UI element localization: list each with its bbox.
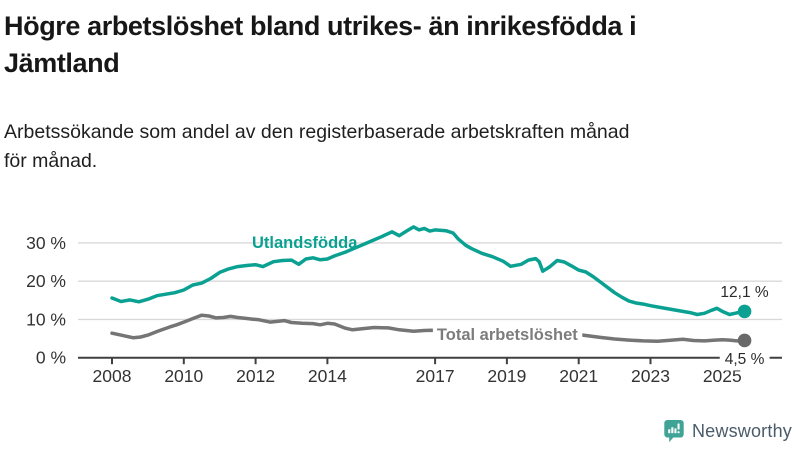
newsworthy-wordmark: Newsworthy <box>691 420 792 441</box>
page-title-line1: Högre arbetslöshet bland utrikes- än inr… <box>4 11 637 41</box>
x-tick-label: 2010 <box>164 366 203 386</box>
page-title: Högre arbetslöshet bland utrikes- än inr… <box>4 8 796 82</box>
x-tick-label: 2008 <box>93 366 132 386</box>
y-tick-label: 30 % <box>26 233 66 253</box>
x-tick-label: 2025 <box>703 366 742 386</box>
series-line-utlandsf-dda <box>110 225 747 317</box>
chart-subtitle-line2: för månad. <box>4 150 98 172</box>
x-tick-label: 2017 <box>416 366 455 386</box>
y-tick-label: 20 % <box>26 271 66 291</box>
label-background <box>719 348 770 371</box>
label-background <box>432 323 583 347</box>
series-end-dot-total-arbetsl-shet <box>737 333 752 348</box>
page-title-line2: Jämtland <box>4 48 120 78</box>
series-line-total-arbetsl-shet <box>110 313 747 343</box>
x-tick-label: 2021 <box>559 366 598 386</box>
y-tick-label: 10 % <box>26 309 66 329</box>
newsworthy-logo: Newsworthy <box>663 418 792 444</box>
x-tick-label: 2019 <box>487 366 526 386</box>
series-label-utlandsf-dda: Utlandsfödda <box>252 234 358 252</box>
series-end-dot-utlandsf-dda <box>737 304 752 319</box>
x-tick-label: 2012 <box>236 366 275 386</box>
chart-subtitle: Arbetssökande som andel av den registerb… <box>4 118 796 176</box>
end-value-label-total-arbetsl-shet: 4,5 % <box>725 351 765 368</box>
series-label-total-arbetsl-shet: Total arbetslöshet <box>437 326 578 344</box>
bar-chart-speech-bubble-icon <box>664 420 684 443</box>
y-tick-label: 0 % <box>36 348 66 368</box>
x-tick-label: 2014 <box>308 366 347 386</box>
x-tick-label: 2023 <box>631 366 670 386</box>
chart-subtitle-line1: Arbetssökande som andel av den registerb… <box>4 121 630 143</box>
end-value-label-utlandsf-dda: 12,1 % <box>720 284 768 301</box>
